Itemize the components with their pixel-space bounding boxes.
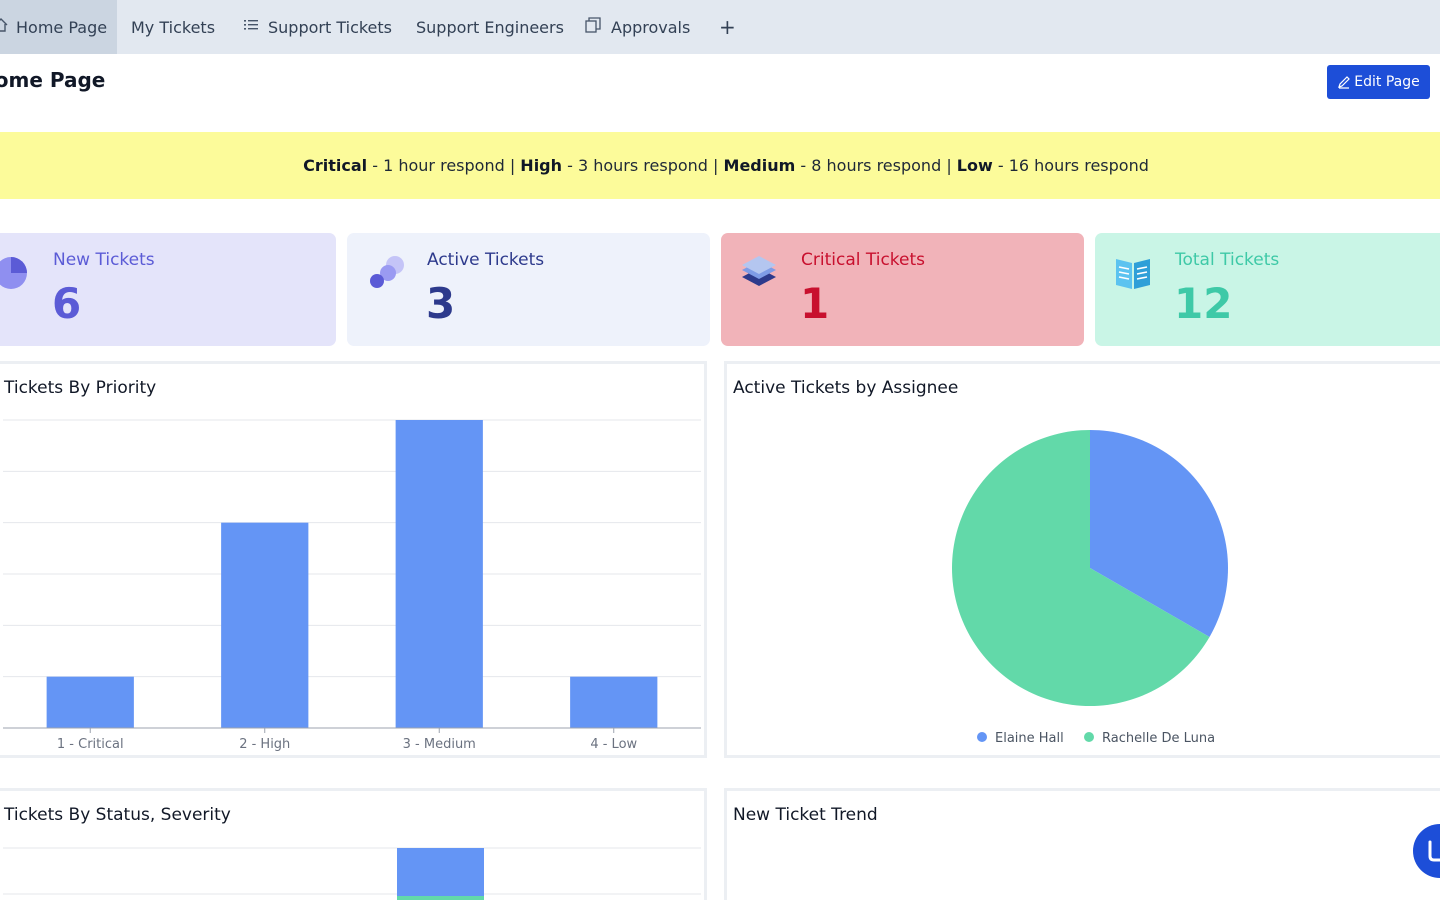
assignee-chart-panel: Active Tickets by Assignee Elaine Hall Ra… xyxy=(724,361,1440,758)
book-icon xyxy=(1113,253,1153,293)
tab-label: My Tickets xyxy=(131,17,216,37)
legend-marker xyxy=(1084,732,1094,742)
page-title: Home Page xyxy=(0,68,106,92)
panel-title: New Ticket Trend xyxy=(733,805,878,825)
status-chart-panel: Active Tickets By Status, Severity xyxy=(0,788,707,900)
pie-slice-rachelle-de-luna xyxy=(952,430,1210,706)
layers-icon xyxy=(739,253,779,293)
tab-bar: Home Page My Tickets Support Tickets Sup… xyxy=(0,0,1440,54)
card-value: 1 xyxy=(800,279,830,328)
banner-critical: Critical xyxy=(303,156,368,175)
status-bar-segment xyxy=(397,896,484,900)
legend-label: Rachelle De Luna xyxy=(1102,731,1215,746)
bar-1-critical xyxy=(46,676,134,728)
panel-title: Active Tickets By Priority xyxy=(0,378,157,398)
bar-2-high xyxy=(221,522,309,728)
legend-label: Elaine Hall xyxy=(995,731,1064,746)
status-bar-segment xyxy=(397,848,484,896)
legend-marker xyxy=(977,732,987,742)
active-tickets-card[interactable]: Active Tickets 3 xyxy=(347,233,710,346)
edit-page-button[interactable]: Edit Page xyxy=(1327,65,1430,99)
panel-title: Active Tickets By Status, Severity xyxy=(0,805,231,825)
banner-low-text: - 16 hours respond xyxy=(992,156,1149,175)
x-tick-label: 4 - Low xyxy=(590,737,637,752)
priority-bar-chart: 1 - Critical 2 - High 3 - Medium 4 - Low xyxy=(3,419,701,752)
priority-chart-panel: Active Tickets By Priority 1 - Critical 2… xyxy=(0,361,707,758)
tab-home-page[interactable]: Home Page xyxy=(0,0,117,54)
banner-high-text: - 3 hours respond | xyxy=(562,156,724,175)
assignee-pie-chart: Elaine Hall Rachelle De Luna xyxy=(952,430,1228,746)
status-stacked-chart xyxy=(3,847,701,900)
edit-page-label: Edit Page xyxy=(1354,74,1420,90)
x-tick-label: 1 - Critical xyxy=(57,737,124,752)
tab-support-tickets[interactable]: Support Tickets xyxy=(244,0,392,54)
card-label: New Tickets xyxy=(53,250,155,270)
card-label: Total Tickets xyxy=(1175,250,1280,270)
card-value: 6 xyxy=(52,279,82,328)
banner-medium: Medium xyxy=(723,156,796,175)
trend-chart-panel: New Ticket Trend xyxy=(724,788,1440,900)
sla-banner: Critical - 1 hour respond | High - 3 hou… xyxy=(0,132,1440,199)
pie-icon xyxy=(0,253,31,293)
tab-my-tickets[interactable]: My Tickets xyxy=(131,0,215,54)
banner-high: High xyxy=(520,156,563,175)
tab-support-engineers[interactable]: Support Engineers xyxy=(416,0,564,54)
banner-critical-text: - 1 hour respond | xyxy=(367,156,521,175)
card-value: 3 xyxy=(426,279,456,328)
list-icon xyxy=(244,19,258,35)
tab-label: Approvals xyxy=(611,17,691,37)
pencil-icon xyxy=(1338,76,1351,89)
total-tickets-card[interactable]: Total Tickets 12 xyxy=(1095,233,1440,346)
pie-slice-elaine-hall xyxy=(1090,430,1228,637)
bar-3-medium xyxy=(395,420,483,728)
tab-label: Support Tickets xyxy=(268,17,393,37)
panel-title: Active Tickets by Assignee xyxy=(733,378,959,398)
card-value: 12 xyxy=(1174,279,1233,328)
plus-icon: + xyxy=(719,15,736,39)
banner-medium-text: - 8 hours respond | xyxy=(795,156,957,175)
add-tab-button[interactable]: + xyxy=(719,0,736,54)
tab-label: Support Engineers xyxy=(416,17,564,37)
card-label: Active Tickets xyxy=(427,250,545,270)
tab-label: Home Page xyxy=(16,17,108,37)
bar-4-low xyxy=(570,676,658,728)
x-tick-label: 2 - High xyxy=(239,737,290,752)
chat-icon xyxy=(1428,840,1440,862)
chat-button[interactable] xyxy=(1413,824,1440,878)
home-icon xyxy=(0,18,8,36)
tab-approvals[interactable]: Approvals xyxy=(585,0,690,54)
banner-low: Low xyxy=(956,156,993,175)
copy-icon xyxy=(585,17,601,37)
x-tick-label: 3 - Medium xyxy=(403,737,476,752)
card-label: Critical Tickets xyxy=(801,250,926,270)
bubbles-icon xyxy=(365,253,405,293)
new-tickets-card[interactable]: New Tickets 6 xyxy=(0,233,336,346)
critical-tickets-card[interactable]: Critical Tickets 1 xyxy=(721,233,1084,346)
